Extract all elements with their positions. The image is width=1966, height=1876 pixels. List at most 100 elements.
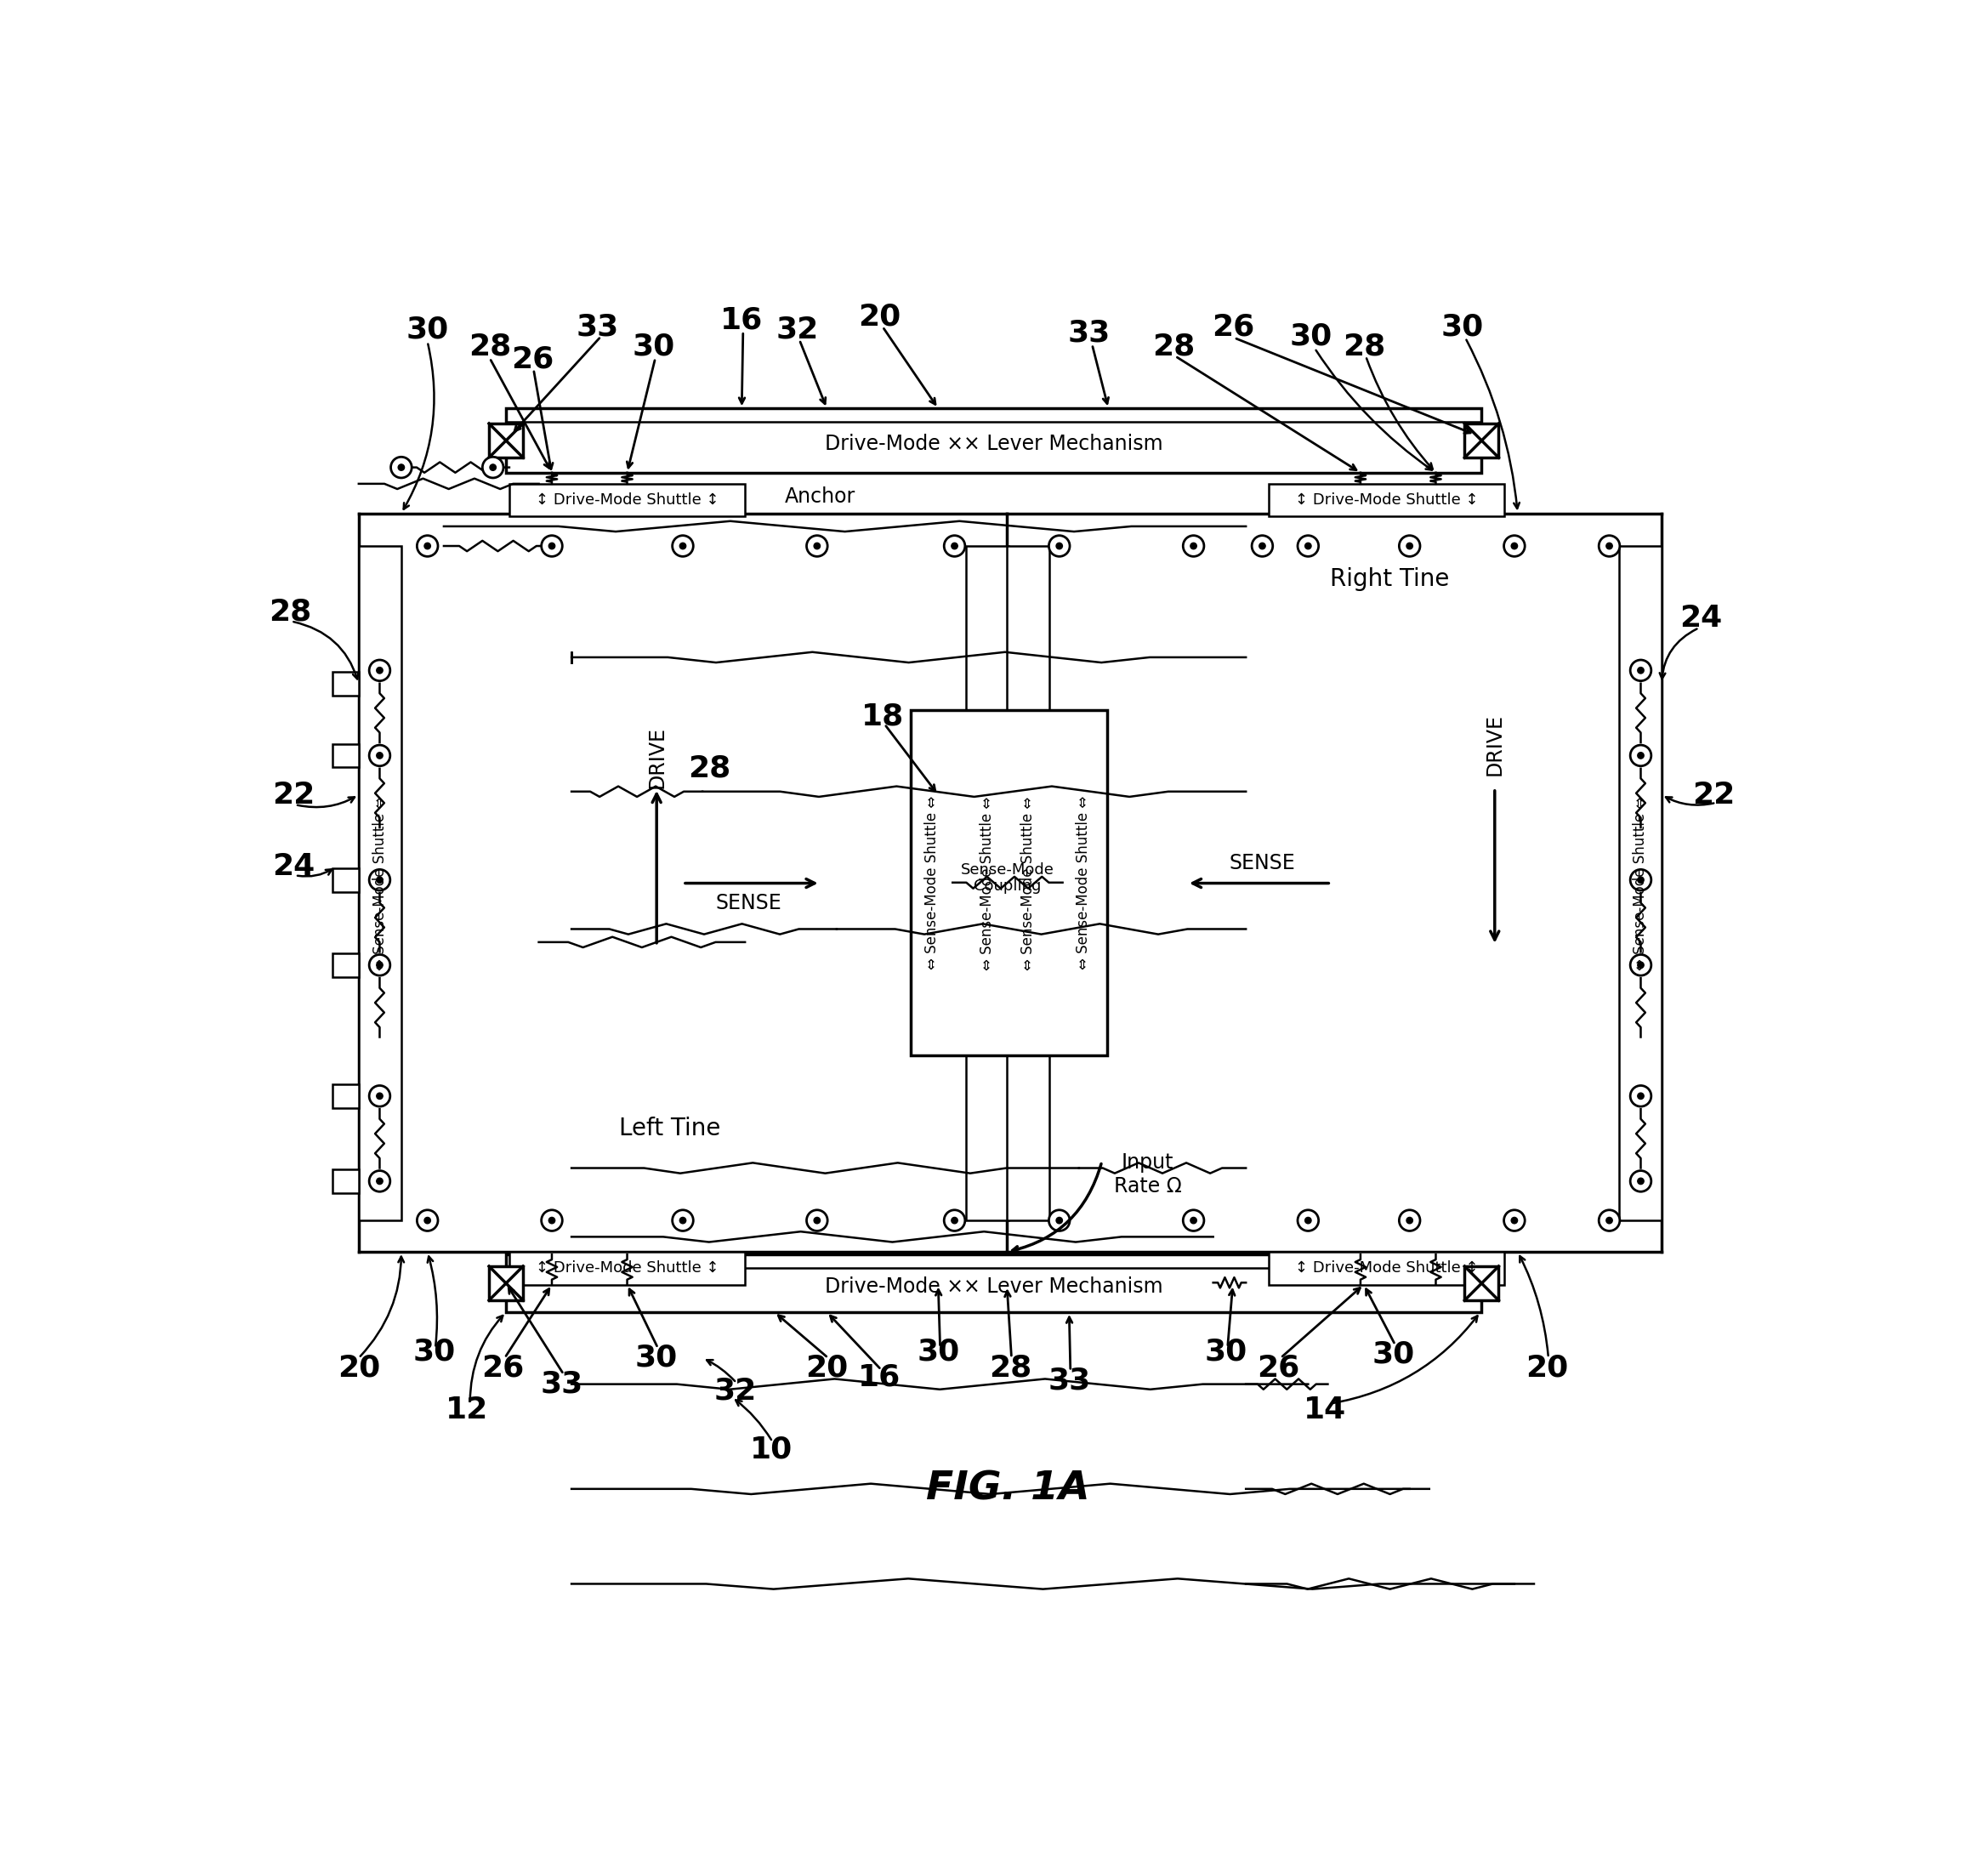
Text: ⇔ Sense-Mode Shuttle ⇔: ⇔ Sense-Mode Shuttle ⇔ bbox=[924, 795, 940, 970]
Text: Coupling: Coupling bbox=[973, 878, 1042, 895]
Text: 22: 22 bbox=[271, 780, 315, 809]
Circle shape bbox=[1512, 1218, 1518, 1223]
Text: Drive-Mode ×× Lever Mechanism: Drive-Mode ×× Lever Mechanism bbox=[826, 1276, 1162, 1296]
Text: 20: 20 bbox=[338, 1353, 379, 1383]
Bar bbox=[505, 1255, 1482, 1311]
Text: Sense-Mode: Sense-Mode bbox=[961, 863, 1054, 878]
Text: 30: 30 bbox=[635, 1343, 678, 1373]
Circle shape bbox=[1638, 1094, 1644, 1099]
Circle shape bbox=[1504, 1210, 1526, 1231]
Circle shape bbox=[944, 535, 965, 557]
Bar bbox=[509, 484, 745, 516]
Circle shape bbox=[377, 1178, 383, 1184]
Circle shape bbox=[1305, 1218, 1311, 1223]
Text: 28: 28 bbox=[468, 332, 511, 360]
Text: 30: 30 bbox=[1205, 1338, 1248, 1366]
Text: 30: 30 bbox=[1290, 323, 1333, 351]
Circle shape bbox=[1638, 1178, 1644, 1184]
Circle shape bbox=[680, 1218, 686, 1223]
Bar bbox=[1268, 1251, 1504, 1285]
Bar bbox=[1268, 484, 1504, 516]
Text: 22: 22 bbox=[1693, 780, 1736, 809]
Circle shape bbox=[1298, 1210, 1319, 1231]
Text: 32: 32 bbox=[714, 1377, 757, 1405]
Text: ⇔ Sense-Mode Shuttle ⇔: ⇔ Sense-Mode Shuttle ⇔ bbox=[372, 795, 387, 970]
Circle shape bbox=[1258, 542, 1266, 550]
Circle shape bbox=[377, 962, 383, 968]
Circle shape bbox=[1056, 542, 1062, 550]
Circle shape bbox=[399, 463, 405, 471]
Text: 28: 28 bbox=[1152, 332, 1195, 360]
Text: Left Tine: Left Tine bbox=[619, 1116, 720, 1141]
Circle shape bbox=[1598, 535, 1620, 557]
Circle shape bbox=[1184, 1210, 1203, 1231]
Circle shape bbox=[1184, 535, 1203, 557]
Circle shape bbox=[672, 1210, 694, 1231]
Circle shape bbox=[806, 535, 828, 557]
Text: 32: 32 bbox=[777, 315, 818, 345]
Circle shape bbox=[1638, 876, 1644, 884]
Text: 26: 26 bbox=[1211, 311, 1254, 341]
Circle shape bbox=[1638, 962, 1644, 968]
Circle shape bbox=[1252, 535, 1272, 557]
Circle shape bbox=[1048, 1210, 1070, 1231]
Text: ⇔ Sense-Mode Shuttle ⇔: ⇔ Sense-Mode Shuttle ⇔ bbox=[1075, 795, 1091, 970]
Circle shape bbox=[1189, 1218, 1197, 1223]
Text: ↕ Drive-Mode Shuttle ↕: ↕ Drive-Mode Shuttle ↕ bbox=[535, 493, 720, 508]
Circle shape bbox=[482, 458, 503, 478]
Circle shape bbox=[1406, 542, 1414, 550]
Text: 10: 10 bbox=[749, 1435, 792, 1463]
Circle shape bbox=[952, 542, 957, 550]
Circle shape bbox=[425, 1218, 431, 1223]
Text: ⇔ Sense-Mode Shuttle ⇔: ⇔ Sense-Mode Shuttle ⇔ bbox=[1632, 795, 1648, 970]
Circle shape bbox=[549, 542, 554, 550]
Circle shape bbox=[377, 1094, 383, 1099]
Circle shape bbox=[680, 542, 686, 550]
Text: SENSE: SENSE bbox=[716, 893, 781, 914]
Text: Right Tine: Right Tine bbox=[1331, 567, 1449, 591]
Circle shape bbox=[1630, 660, 1651, 681]
Text: 28: 28 bbox=[1343, 332, 1386, 360]
Circle shape bbox=[417, 535, 438, 557]
Bar bbox=[332, 743, 358, 767]
Text: Drive-Mode ×× Lever Mechanism: Drive-Mode ×× Lever Mechanism bbox=[826, 433, 1162, 454]
Circle shape bbox=[1638, 752, 1644, 758]
Text: 16: 16 bbox=[857, 1364, 900, 1392]
Text: 28: 28 bbox=[269, 597, 311, 627]
Circle shape bbox=[417, 1210, 438, 1231]
Text: 30: 30 bbox=[1372, 1339, 1416, 1369]
Circle shape bbox=[1630, 745, 1651, 765]
Text: 33: 33 bbox=[541, 1369, 584, 1399]
Bar bbox=[505, 409, 1482, 473]
Text: FIG. 1A: FIG. 1A bbox=[926, 1469, 1089, 1508]
Circle shape bbox=[1512, 542, 1518, 550]
Circle shape bbox=[370, 1171, 389, 1191]
Text: 30: 30 bbox=[1441, 311, 1484, 341]
Circle shape bbox=[377, 876, 383, 884]
Text: 24: 24 bbox=[271, 852, 315, 882]
Circle shape bbox=[425, 542, 431, 550]
Circle shape bbox=[490, 463, 495, 471]
Text: 33: 33 bbox=[576, 311, 619, 341]
Circle shape bbox=[377, 668, 383, 673]
Circle shape bbox=[1630, 1086, 1651, 1107]
Bar bbox=[910, 709, 1107, 1056]
Text: 33: 33 bbox=[1068, 319, 1111, 347]
Text: ↕ Drive-Mode Shuttle ↕: ↕ Drive-Mode Shuttle ↕ bbox=[1296, 1261, 1478, 1276]
Text: ↕ Drive-Mode Shuttle ↕: ↕ Drive-Mode Shuttle ↕ bbox=[535, 1261, 720, 1276]
Circle shape bbox=[370, 869, 389, 891]
Bar bbox=[967, 546, 1009, 1221]
Circle shape bbox=[1606, 542, 1612, 550]
Text: DRIVE: DRIVE bbox=[1484, 713, 1504, 775]
Bar bbox=[358, 546, 401, 1221]
Bar bbox=[1465, 1266, 1498, 1300]
Circle shape bbox=[1048, 535, 1070, 557]
Circle shape bbox=[1298, 535, 1319, 557]
Circle shape bbox=[1598, 1210, 1620, 1231]
Text: 20: 20 bbox=[857, 302, 900, 332]
Bar bbox=[1007, 546, 1050, 1221]
Circle shape bbox=[952, 1218, 957, 1223]
Circle shape bbox=[377, 752, 383, 758]
Circle shape bbox=[549, 1218, 554, 1223]
Circle shape bbox=[814, 542, 820, 550]
